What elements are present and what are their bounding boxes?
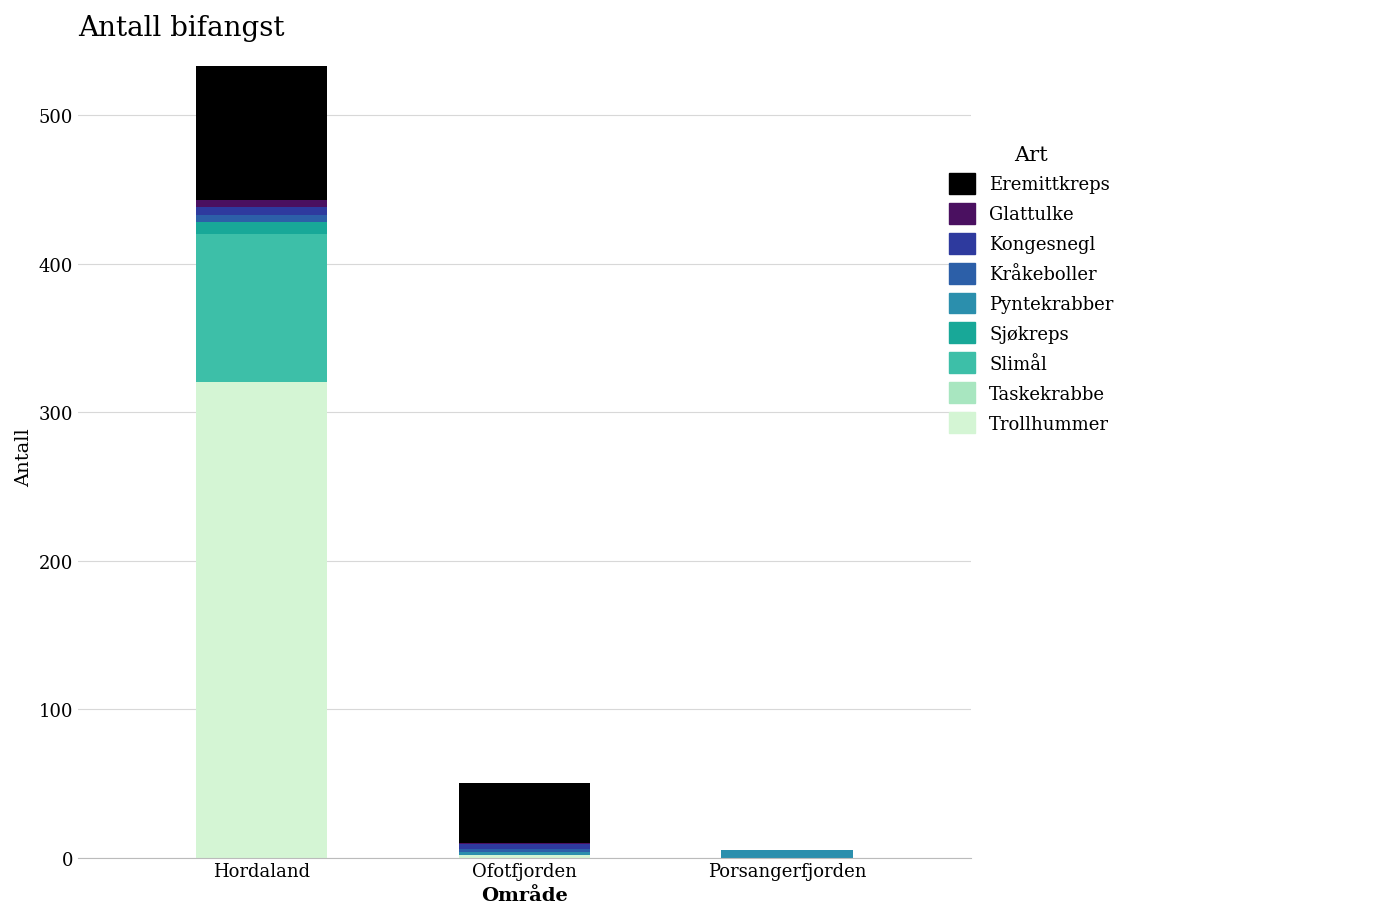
Bar bbox=[459, 855, 590, 857]
Bar bbox=[196, 200, 327, 208]
Bar bbox=[196, 215, 327, 223]
Bar bbox=[196, 234, 327, 383]
Bar bbox=[196, 208, 327, 215]
X-axis label: Område: Område bbox=[481, 886, 568, 904]
Bar bbox=[459, 843, 590, 845]
Bar bbox=[459, 849, 590, 852]
Bar bbox=[459, 852, 590, 855]
Bar bbox=[721, 850, 852, 857]
Bar bbox=[196, 67, 327, 200]
Bar bbox=[196, 383, 327, 857]
Bar bbox=[459, 845, 590, 849]
Text: Antall bifangst: Antall bifangst bbox=[79, 15, 284, 42]
Bar bbox=[459, 784, 590, 843]
Legend: Eremittkreps, Glattulke, Kongesnegl, Kråkeboller, Pyntekrabber, Sjøkreps, Slimål: Eremittkreps, Glattulke, Kongesnegl, Krå… bbox=[949, 146, 1113, 434]
Bar bbox=[196, 223, 327, 234]
Y-axis label: Antall: Antall bbox=[15, 428, 33, 486]
